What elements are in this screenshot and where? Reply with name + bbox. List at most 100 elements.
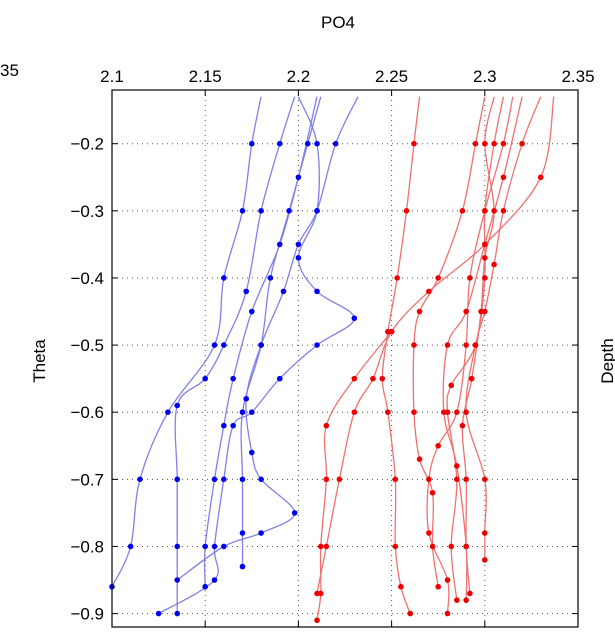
blue-data-point [249,449,255,456]
blue-profile-line-1 [174,96,296,614]
y-tick-label: −0.7 [70,470,104,489]
blue-data-point [174,543,181,550]
blue-data-point [174,610,181,617]
red-data-point [336,476,343,483]
x-tick-label: 2.35 [561,67,594,86]
red-data-point [463,597,469,603]
blue-data-point [332,140,339,147]
red-data-point [426,530,432,536]
y-tick-label: −0.8 [70,537,104,556]
red-data-point [435,275,442,281]
red-data-point [500,140,507,147]
y-axis-label: Theta [30,339,49,383]
red-data-point [444,342,451,348]
blue-data-point [221,422,227,429]
red-data-point [482,140,488,147]
blue-data-point [280,288,287,295]
red-data-point [435,442,442,449]
blue-data-point [267,275,274,281]
red-data-point [482,275,488,281]
red-data-point [426,476,432,483]
red-data-point [482,530,488,536]
red-data-point [491,261,497,268]
red-data-point [416,456,423,462]
blue-profile-line-5 [158,96,355,615]
blue-data-point [276,241,283,248]
blue-data-point [295,255,302,261]
red-data-point [463,543,469,550]
blue-data-point [239,208,246,214]
red-profile-line-14 [316,331,393,621]
red-data-point [317,543,324,550]
red-data-point [392,543,399,550]
red-data-point [463,342,469,348]
red-data-point [454,463,460,469]
red-data-point [351,375,358,382]
blue-data-point [202,583,208,590]
blue-data-point [174,476,181,483]
red-data-point [394,275,400,281]
red-profile-line-8 [446,96,505,601]
blue-data-point [249,409,255,416]
blue-data-point [249,308,255,315]
blue-profile-line-0 [112,96,262,587]
red-data-point [482,557,488,563]
red-data-point [463,308,469,315]
blue-data-point [258,530,264,536]
blue-data-point [239,563,246,570]
red-data-point [500,174,507,181]
x-tick-label: 2.3 [473,67,497,86]
red-data-point [454,597,460,603]
blue-data-point [221,476,227,483]
red-profile-line-10 [465,96,542,560]
red-data-point [463,409,469,416]
red-data-point [537,174,544,181]
red-data-point [467,590,473,597]
blue-data-point [249,140,255,147]
blue-data-point [314,288,320,295]
red-data-point [459,208,466,214]
red-data-point [444,577,451,583]
red-data-point [379,375,386,382]
x-tick-label: 2.1 [100,67,124,86]
blue-data-point [314,208,320,214]
x-tick-label: 2.2 [287,67,311,86]
blue-data-point [230,375,236,382]
red-data-point [454,409,460,416]
blue-data-point [314,140,320,147]
red-data-point [411,342,417,348]
blue-data-point [258,342,264,348]
blue-data-point [239,409,246,416]
red-data-point [472,342,479,348]
blue-data-point [174,402,181,409]
red-data-point [416,308,423,315]
blue-data-point [230,422,236,429]
left-clipped-tick: 35 [0,61,19,80]
red-data-point [429,543,436,550]
red-data-point [317,590,324,597]
blue-data-point [276,140,283,147]
plot-frame [111,89,579,628]
red-data-point [482,476,488,483]
red-data-point [392,476,399,483]
blue-data-point [291,510,298,516]
series-group [112,96,555,621]
red-data-point [472,140,479,147]
x-tick-label: 2.15 [189,67,222,86]
red-data-point [448,543,455,550]
chart-title: PO4 [321,13,355,32]
red-data-point [440,409,447,416]
y-tick-label: −0.4 [70,269,104,288]
red-data-point [323,422,330,429]
red-data-point [323,476,330,483]
blue-data-point [276,375,283,382]
blue-data-point [202,375,208,382]
red-data-point [426,288,432,295]
blue-data-point [211,543,218,550]
blue-data-point [239,530,246,536]
red-data-point [482,241,488,248]
red-data-point [385,409,391,416]
y-tick-label: −0.6 [70,403,104,422]
blue-data-point [127,543,134,550]
